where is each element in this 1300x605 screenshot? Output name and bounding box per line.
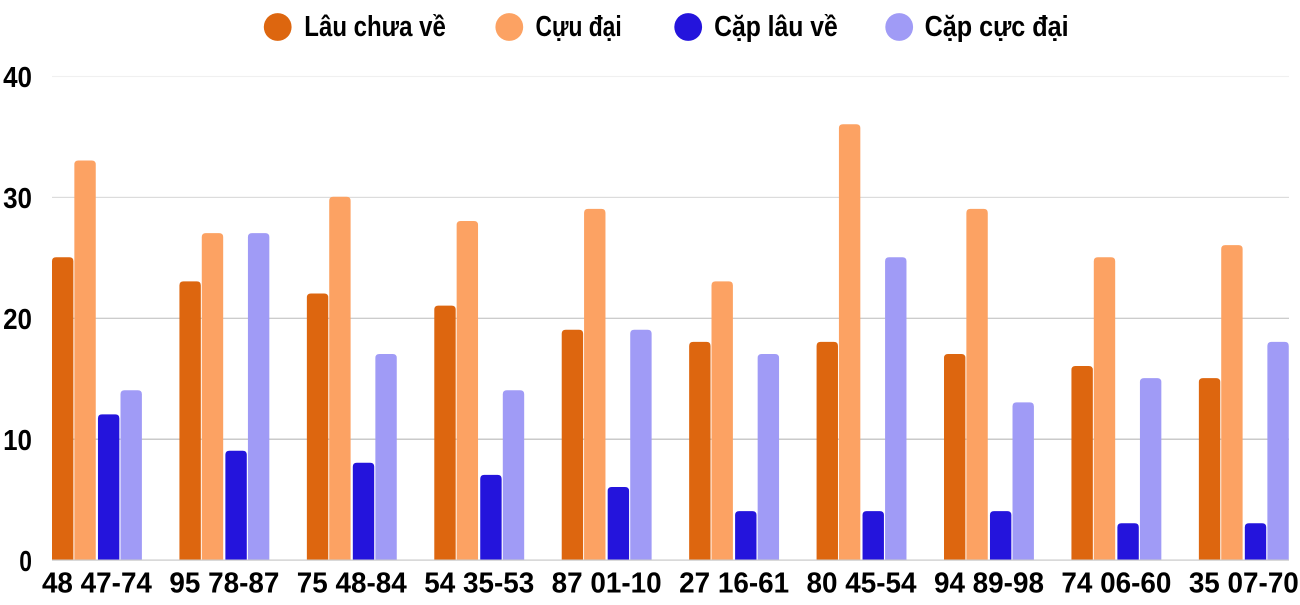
svg-text:10: 10 [3, 425, 32, 457]
svg-text:Cặp cực đại: Cặp cực đại [925, 11, 1069, 43]
svg-text:80 45-54: 80 45-54 [807, 568, 917, 600]
svg-text:95 78-87: 95 78-87 [169, 568, 279, 600]
svg-text:40: 40 [3, 62, 32, 94]
svg-text:94 89-98: 94 89-98 [934, 568, 1044, 600]
svg-text:35 07-70: 35 07-70 [1189, 568, 1299, 600]
svg-text:27 16-61: 27 16-61 [679, 568, 789, 600]
svg-text:20: 20 [3, 304, 32, 336]
svg-text:48 47-74: 48 47-74 [42, 568, 152, 600]
svg-text:Lâu chưa về: Lâu chưa về [304, 11, 446, 43]
svg-text:54 35-53: 54 35-53 [424, 568, 534, 600]
svg-text:0: 0 [19, 546, 32, 578]
svg-text:30: 30 [3, 183, 32, 215]
svg-text:75 48-84: 75 48-84 [297, 568, 407, 600]
svg-text:87 01-10: 87 01-10 [552, 568, 662, 600]
svg-text:Cặp lâu về: Cặp lâu về [714, 11, 838, 43]
svg-text:74 06-60: 74 06-60 [1061, 568, 1171, 600]
svg-text:Cựu đại: Cựu đại [536, 11, 622, 43]
